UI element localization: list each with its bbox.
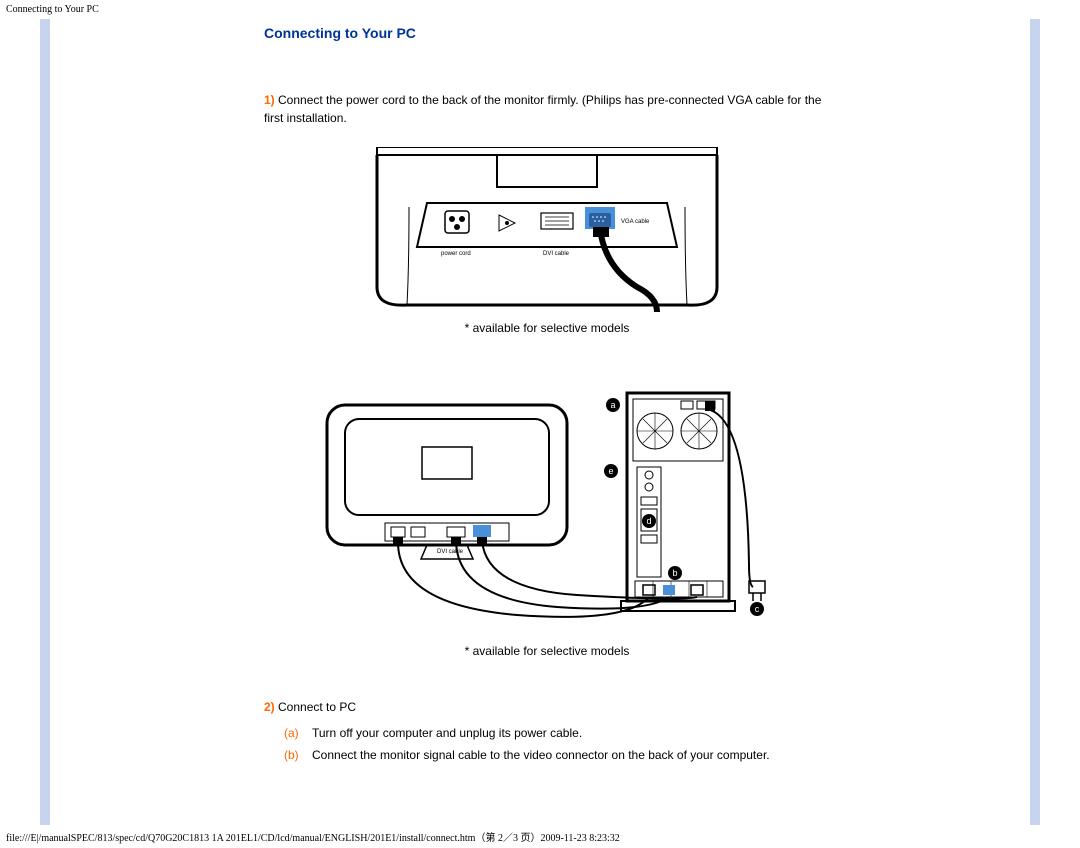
marker-b: b (672, 568, 677, 578)
marker-d: d (646, 516, 651, 526)
figure-2-caption: * available for selective models (264, 644, 830, 658)
sub-step-a: (a) Turn off your computer and unplug it… (284, 726, 830, 740)
step-2-num: 2) (264, 700, 275, 714)
figure-1-caption: * available for selective models (264, 321, 830, 335)
footer-path: file:///E|/manualSPEC/813/spec/cd/Q70G20… (0, 825, 1080, 848)
marker-e: e (608, 466, 613, 476)
page-content: Connecting to Your PC 1) Connect the pow… (40, 19, 1040, 825)
sub-step-b: (b) Connect the monitor signal cable to … (284, 748, 830, 762)
header-path: Connecting to Your PC (0, 0, 1080, 19)
section-heading: Connecting to Your PC (264, 25, 830, 41)
step-2: 2) Connect to PC (264, 698, 830, 716)
sub-step-a-text: Turn off your computer and unplug its po… (312, 726, 582, 740)
connection-diagram: DVI cable (297, 375, 797, 635)
monitor-back-diagram: power cord DVI cable VGA cable (337, 147, 757, 312)
sub-step-b-letter: (b) (284, 748, 312, 762)
marker-c: c (755, 604, 760, 614)
marker-a: a (610, 400, 615, 410)
step-1-text: Connect the power cord to the back of th… (264, 93, 821, 125)
label-dvi-cable: DVI cable (543, 251, 570, 257)
label-dvi-cable-2: DVI cable (437, 549, 464, 555)
sub-step-b-text: Connect the monitor signal cable to the … (312, 748, 770, 762)
step-2-text: Connect to PC (278, 700, 356, 714)
sub-step-a-letter: (a) (284, 726, 312, 740)
figure-1: power cord DVI cable VGA cable (264, 147, 830, 315)
label-power-cord: power cord (441, 251, 471, 257)
step-1-num: 1) (264, 93, 275, 107)
step-1: 1) Connect the power cord to the back of… (264, 91, 830, 127)
figure-2: DVI cable (264, 375, 830, 638)
label-vga-cable: VGA cable (621, 219, 650, 225)
sub-steps: (a) Turn off your computer and unplug it… (284, 726, 830, 762)
